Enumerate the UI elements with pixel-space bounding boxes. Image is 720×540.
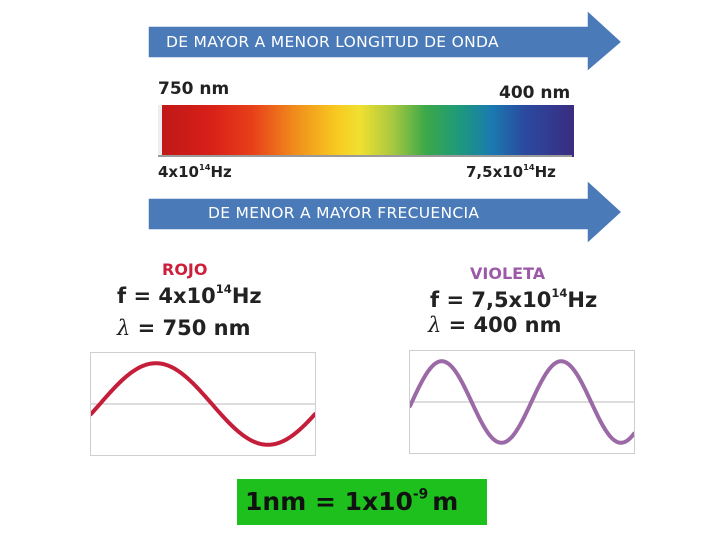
spectrum-right-frequency: 7,5x1014Hz: [466, 163, 556, 181]
left-freq-unit: Hz: [210, 163, 232, 181]
red-wavelength: λ = 750 nm: [117, 316, 251, 340]
left-freq-exp: 14: [199, 162, 211, 172]
spectrum-right-wavelength: 400 nm: [499, 83, 571, 103]
visible-spectrum-bar: [158, 105, 574, 157]
red-f-prefix: f = 4x10: [117, 284, 216, 308]
conversion-unit: m: [432, 487, 459, 516]
red-wave-panel: [90, 352, 316, 456]
frequency-arrow: [147, 178, 624, 246]
violet-wave-plot: [410, 359, 634, 445]
red-wave-plot: [91, 361, 315, 447]
violet-f-exp: 14: [551, 286, 568, 301]
left-freq-base: 4x10: [158, 163, 199, 181]
spectrum-bar-bottom-edge: [158, 155, 572, 157]
nm-conversion-box: 1nm = 1x10-9 m: [237, 479, 487, 525]
right-freq-exp: 14: [523, 162, 535, 172]
frequency-arrow-label: DE MENOR A MAYOR FRECUENCIA: [208, 204, 480, 222]
wavelength-arrow-label: DE MAYOR A MENOR LONGITUD DE ONDA: [166, 33, 499, 51]
violet-f-prefix: f = 7,5x10: [430, 288, 552, 312]
red-title: ROJO: [162, 260, 208, 279]
red-wave-curve: [91, 361, 315, 447]
violet-title: VIOLETA: [470, 264, 546, 283]
wavelength-arrow: [147, 8, 624, 74]
violet-frequency: f = 7,5x1014Hz: [430, 286, 598, 312]
violet-wavelength: λ = 400 nm: [428, 313, 562, 337]
red-f-unit: Hz: [231, 284, 262, 308]
red-f-exp: 14: [215, 282, 232, 297]
right-freq-unit: Hz: [534, 163, 556, 181]
spectrum-left-wavelength: 750 nm: [158, 79, 230, 99]
spectrum-left-frequency: 4x1014Hz: [158, 163, 232, 181]
conversion-left: 1nm = 1x10: [245, 487, 413, 516]
conversion-exp: -9: [412, 486, 429, 503]
right-freq-base: 7,5x10: [466, 163, 524, 181]
lambda-symbol: λ: [428, 313, 442, 337]
violet-wave-panel: [409, 350, 635, 454]
red-lambda-value: = 750 nm: [137, 316, 251, 340]
violet-lambda-value: = 400 nm: [448, 313, 562, 337]
violet-f-unit: Hz: [567, 288, 598, 312]
lambda-symbol: λ: [117, 316, 131, 340]
violet-wave-curve: [410, 359, 634, 445]
red-frequency: f = 4x1014Hz: [117, 282, 262, 308]
